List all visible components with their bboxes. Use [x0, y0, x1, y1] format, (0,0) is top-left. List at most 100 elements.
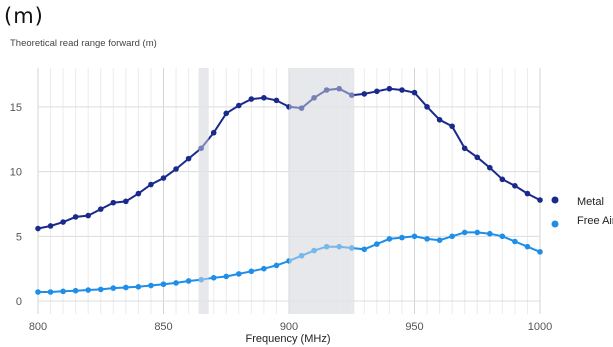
- data-point: [248, 96, 255, 102]
- panel-label: (m): [4, 4, 44, 28]
- x-tick-label: 850: [154, 321, 172, 333]
- data-point: [185, 155, 192, 162]
- data-point: [512, 238, 518, 245]
- data-point: [512, 183, 518, 189]
- data-point: [424, 236, 430, 242]
- data-point: [298, 252, 305, 259]
- legend-marker-1: [551, 220, 559, 228]
- y-tick-label: 15: [10, 102, 22, 114]
- data-point: [110, 199, 117, 206]
- chart-title: Theoretical read range forward (m): [10, 38, 157, 49]
- data-point: [35, 289, 41, 295]
- data-point: [374, 241, 380, 247]
- data-point: [97, 206, 104, 212]
- y-tick-label: 5: [16, 231, 22, 243]
- data-point: [336, 85, 343, 92]
- data-point: [499, 233, 506, 240]
- x-tick-label: 950: [405, 321, 423, 333]
- data-point: [411, 233, 418, 240]
- data-point: [323, 243, 330, 250]
- data-point: [474, 154, 481, 161]
- data-point: [72, 287, 79, 294]
- data-point: [173, 166, 179, 172]
- x-tick-label: 900: [280, 321, 298, 333]
- x-tick-label: 1000: [528, 321, 552, 333]
- y-tick-label: 10: [10, 167, 22, 179]
- data-point: [273, 262, 280, 269]
- data-point: [60, 288, 66, 295]
- data-point: [236, 271, 242, 277]
- data-point: [311, 247, 317, 254]
- data-point: [223, 273, 230, 280]
- data-point: [198, 276, 204, 283]
- data-point: [348, 92, 355, 98]
- data-point: [311, 94, 317, 101]
- series-layer: [35, 68, 543, 314]
- data-point: [411, 89, 418, 96]
- data-point: [487, 230, 493, 237]
- data-point: [386, 236, 393, 242]
- data-point: [160, 281, 167, 288]
- legend: Metal Free Air: [551, 196, 613, 228]
- data-point: [47, 223, 54, 229]
- data-point: [85, 212, 91, 219]
- data-point: [123, 284, 129, 291]
- data-point: [198, 145, 204, 152]
- data-point: [135, 284, 142, 290]
- data-point: [524, 243, 531, 250]
- data-point: [461, 145, 468, 152]
- data-point: [323, 87, 330, 93]
- data-point: [286, 104, 292, 110]
- data-point: [135, 190, 142, 197]
- data-point: [148, 282, 154, 289]
- data-point: [361, 91, 368, 97]
- highlight-band-0: [198, 68, 209, 314]
- data-point: [97, 286, 104, 293]
- data-point: [436, 116, 443, 123]
- data-point: [524, 190, 531, 197]
- data-point: [35, 225, 41, 232]
- data-point: [236, 102, 242, 109]
- data-point: [461, 229, 468, 236]
- data-point: [399, 234, 405, 241]
- data-point: [273, 97, 280, 104]
- data-point: [210, 129, 217, 136]
- data-point: [210, 274, 217, 281]
- data-point: [223, 110, 230, 117]
- data-point: [261, 94, 267, 101]
- y-tick-label: 0: [16, 296, 22, 308]
- data-point: [449, 123, 455, 130]
- data-point: [386, 85, 393, 92]
- data-point: [298, 105, 305, 111]
- data-point: [499, 176, 506, 183]
- data-point: [336, 243, 343, 250]
- data-point: [85, 287, 91, 293]
- data-point: [537, 249, 543, 255]
- data-point: [173, 280, 179, 286]
- data-point: [160, 175, 167, 181]
- legend-label-1: Free Air: [577, 215, 613, 227]
- data-point: [487, 164, 493, 171]
- data-point: [248, 268, 255, 275]
- data-point: [261, 265, 267, 272]
- data-point: [361, 246, 368, 253]
- data-point: [374, 88, 380, 95]
- data-point: [348, 245, 355, 251]
- data-point: [148, 181, 154, 188]
- legend-marker-0: [551, 196, 559, 204]
- data-point: [436, 237, 443, 243]
- data-point: [537, 197, 543, 203]
- x-axis-label: Frequency (MHz): [246, 333, 331, 345]
- axis-tick-labels: 0 5 10 15 800 850 900 950 1000: [10, 102, 552, 333]
- data-point: [110, 285, 117, 291]
- highlight-band-overlay-0: [198, 68, 209, 314]
- data-point: [185, 278, 192, 284]
- data-point: [286, 258, 292, 264]
- data-point: [72, 214, 79, 220]
- highlight-band-overlay-1: [289, 68, 355, 314]
- data-point: [474, 229, 481, 236]
- data-point: [449, 233, 455, 240]
- data-point: [123, 198, 129, 205]
- data-point: [424, 104, 430, 110]
